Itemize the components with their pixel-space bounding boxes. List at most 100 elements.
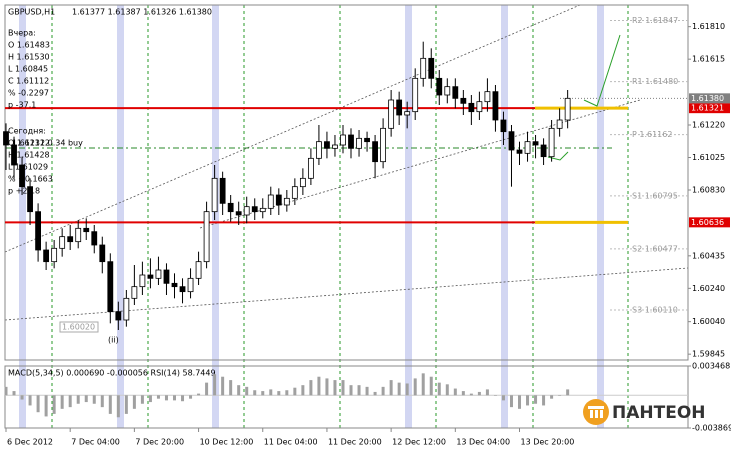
candle-body <box>147 274 154 279</box>
indicator-bar <box>357 385 361 396</box>
level-label: 1.60636 <box>691 218 724 227</box>
candle-body <box>187 277 194 293</box>
candle-body <box>219 177 226 204</box>
candle-body <box>532 141 539 146</box>
indicator-bar <box>349 385 353 396</box>
x-tick-label: 7 Dec 04:00 <box>71 438 120 447</box>
level-label: 1.61321 <box>691 104 724 113</box>
signal-label: 1.61232 0.34 buy <box>12 139 83 148</box>
info-today: Сегодня: <box>8 127 46 136</box>
candle-body <box>91 231 98 246</box>
candle-body <box>283 197 290 206</box>
indicator-bar <box>421 373 425 396</box>
candle-body <box>43 249 50 263</box>
indicator-bar <box>477 391 481 396</box>
candle-body <box>556 119 563 129</box>
indicator-bar <box>413 378 417 396</box>
candle-body <box>420 57 427 79</box>
indicator-bar <box>148 395 152 403</box>
info-today: O 1.61112 <box>8 139 50 148</box>
candle-body <box>396 99 403 116</box>
candle-body <box>35 211 41 251</box>
session-bands <box>19 5 604 428</box>
indicator-bar <box>445 384 449 396</box>
indicator-bar <box>509 395 513 408</box>
candle-body <box>11 144 17 166</box>
indicator-bar <box>68 395 72 408</box>
candle-body <box>123 297 130 321</box>
y-tick-label: 1.60040 <box>692 317 725 326</box>
candle-body <box>251 206 258 213</box>
indicator-bar <box>108 395 112 414</box>
candle-body <box>476 101 483 113</box>
indicator-bar <box>140 395 144 404</box>
candle-body <box>460 97 467 104</box>
indicator-bar <box>229 380 233 396</box>
indicator-bar <box>156 395 160 399</box>
indicator-bar <box>550 395 554 399</box>
indicator-bar <box>325 378 329 396</box>
candle-body <box>307 157 314 179</box>
candle-body <box>452 86 459 99</box>
indicator-bar <box>293 387 297 396</box>
candle-body <box>428 57 435 79</box>
day-separators <box>51 5 629 428</box>
candle-body <box>19 164 25 188</box>
candle-body <box>107 261 114 313</box>
indicator-bar <box>461 391 465 396</box>
indicator-bar <box>501 395 505 401</box>
info-yesterday: H 1.61530 <box>8 53 50 62</box>
candle-body <box>131 286 138 299</box>
indicator-bar <box>429 376 433 396</box>
indicator-bar <box>100 395 104 408</box>
candle-body <box>211 177 218 213</box>
candle-body <box>444 86 451 96</box>
indicator-bar <box>365 386 369 396</box>
indicator-frame <box>4 365 689 429</box>
indicator-bar <box>269 389 273 396</box>
indicator-label: MACD(5,34,5) 0.000690 -0.000056 RSI(14) … <box>8 369 216 378</box>
indicator-bar <box>526 395 530 406</box>
info-today: % +0.1663 <box>8 175 53 184</box>
info-yesterday: Вчера: <box>8 29 36 38</box>
y-tick-label: 1.61220 <box>692 121 725 130</box>
indicator-bar <box>381 386 385 396</box>
quote: 1.61377 1.61387 1.61326 1.61380 <box>72 8 212 17</box>
candle-body <box>3 131 9 146</box>
indicator-bar <box>277 391 281 396</box>
indicator-bar <box>245 386 249 396</box>
indicator-bar <box>285 390 289 396</box>
indicator-bar <box>237 385 241 396</box>
indicator-bar <box>36 395 40 413</box>
indicator-bar <box>437 382 441 396</box>
indicator-bar <box>132 395 136 409</box>
candle-body <box>364 137 370 143</box>
indicator-bar <box>341 380 345 396</box>
y-tick-label: 1.61615 <box>692 55 725 64</box>
candle-body <box>299 177 306 188</box>
indicator-bar <box>60 395 64 409</box>
candle-body <box>524 141 531 154</box>
wave-label: (ii) <box>108 336 119 345</box>
indicator-bar <box>213 374 217 396</box>
candle-body <box>372 141 378 163</box>
indicator-bar <box>92 395 96 404</box>
info-yesterday: p -37.1 <box>8 101 36 110</box>
y-tick-label: 1.60240 <box>692 284 725 293</box>
candle-body <box>340 134 346 146</box>
indicator-bar <box>397 382 401 396</box>
y-tick-label: 1.60435 <box>692 251 725 260</box>
candle-body <box>227 202 234 213</box>
low-label-box <box>59 321 99 333</box>
candle-body <box>484 91 491 103</box>
indicator-bar <box>20 395 24 400</box>
indicator-bar <box>221 376 225 396</box>
current-price-box <box>689 93 730 104</box>
indicator-bar <box>84 395 88 403</box>
indicator-bar <box>373 391 377 396</box>
logo-text: ПАНТЕОН <box>612 403 706 423</box>
indicator-bar <box>181 395 185 402</box>
candle-body <box>332 144 338 149</box>
